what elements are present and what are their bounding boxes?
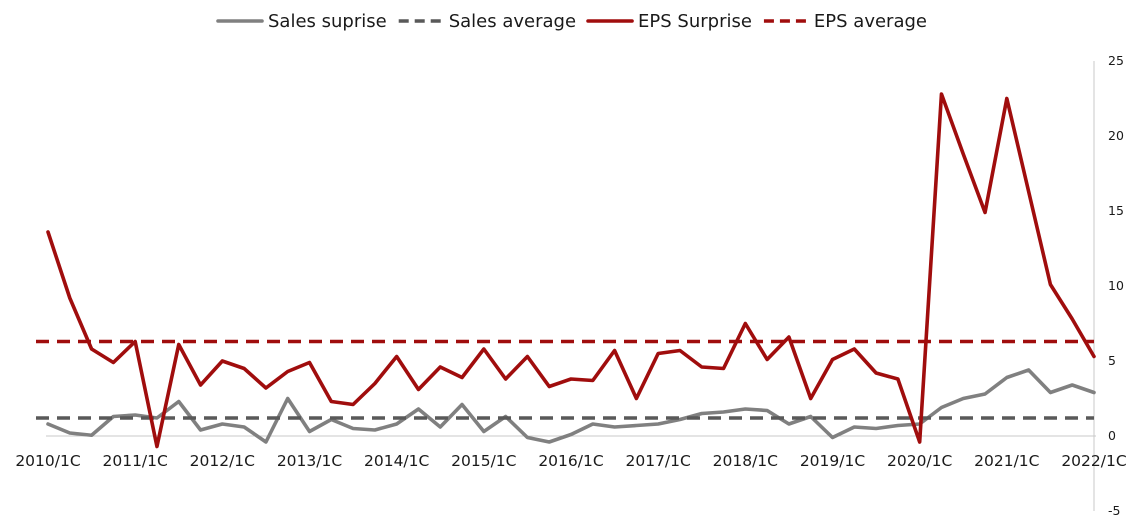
y-tick-label: 10 [1108, 278, 1124, 293]
x-tick-label: 2010/1C [15, 452, 80, 470]
y-tick-label: 0 [1108, 428, 1116, 443]
legend-label: Sales average [449, 11, 576, 32]
x-tick-label: 2013/1C [277, 452, 342, 470]
x-tick-label: 2020/1C [887, 452, 952, 470]
y-tick-label: -5 [1108, 503, 1120, 518]
x-tick-label: 2014/1C [364, 452, 429, 470]
legend-label: EPS average [814, 11, 927, 32]
y-tick-label: 5 [1108, 353, 1116, 368]
x-tick-label: 2018/1C [713, 452, 778, 470]
x-tick-label: 2015/1C [451, 452, 516, 470]
x-tick-label: 2022/1C [1061, 452, 1126, 470]
axes: -5 0 5 10 15 20 25 2010/1C 2011/1C 2012/1C 2013/1C… [15, 53, 1126, 518]
legend: Sales suprise Sales average EPS Surprise EP… [216, 11, 927, 32]
y-tick-label: 20 [1108, 128, 1124, 143]
x-tick-label: 2017/1C [625, 452, 690, 470]
x-tick-label: 2021/1C [974, 452, 1039, 470]
y-tick-label: 25 [1108, 53, 1124, 68]
x-tick-label: 2016/1C [538, 452, 603, 470]
x-tick-label: 2019/1C [800, 452, 865, 470]
x-tick-label: 2011/1C [102, 452, 167, 470]
legend-label: Sales suprise [268, 11, 387, 32]
y-tick-label: 15 [1108, 203, 1124, 218]
legend-label: EPS Surprise [638, 11, 752, 32]
x-tick-label: 2012/1C [190, 452, 255, 470]
eps-surprise-line [46, 92, 1096, 449]
plot-area [36, 92, 1096, 449]
